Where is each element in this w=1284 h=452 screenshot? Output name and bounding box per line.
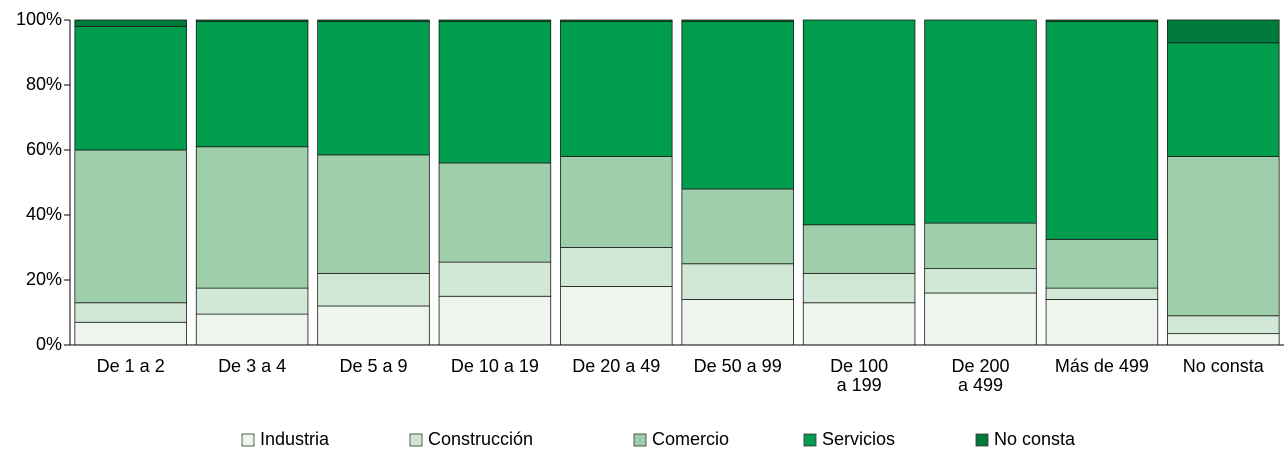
bar-segment <box>1045 19 1159 23</box>
bar-segment <box>924 292 1037 346</box>
legend-swatch <box>409 433 423 447</box>
bar-segment <box>438 261 552 297</box>
bar-segment <box>1167 42 1280 157</box>
y-tick-label: 60% <box>26 139 62 159</box>
bar-segment <box>802 19 916 226</box>
y-tick-label: 80% <box>26 74 62 94</box>
bar-segment <box>1167 333 1280 346</box>
legend-label: Construcción <box>428 429 533 449</box>
bar-segment <box>924 222 1037 270</box>
bar-segment <box>681 19 794 23</box>
bar-segment <box>317 21 430 156</box>
legend-swatch <box>975 433 989 447</box>
bar-segment <box>1045 238 1159 289</box>
bar-segment <box>802 224 916 274</box>
bar-segment <box>438 21 552 164</box>
bar-segment <box>681 299 794 346</box>
bar-segment <box>438 19 552 23</box>
bar-segment <box>1167 19 1280 44</box>
bar-segment <box>438 162 552 263</box>
bar-segment <box>560 156 673 248</box>
bar-segment <box>317 305 430 346</box>
x-tick-label: De 1 a 2 <box>96 356 165 376</box>
bar-segment <box>924 19 1037 224</box>
bar-segment <box>681 21 794 190</box>
x-tick-label: De 100 a 199 <box>830 356 889 395</box>
bar-segment <box>560 19 673 23</box>
bar-segment <box>802 273 916 304</box>
bar-segment <box>1045 287 1159 300</box>
bar-segment <box>195 21 309 148</box>
bar-segment <box>681 188 794 265</box>
x-tick-label: De 10 a 19 <box>450 356 539 376</box>
bar-segment <box>560 21 673 157</box>
bar-segment <box>74 26 187 151</box>
bar-segment <box>1045 299 1159 346</box>
bar-segment <box>74 19 187 27</box>
bar-segment <box>317 19 430 23</box>
legend-swatch <box>803 433 817 447</box>
y-tick-label: 20% <box>26 269 62 289</box>
bar-segment <box>1045 21 1159 240</box>
bar-segment <box>195 19 309 23</box>
legend-swatch <box>241 433 255 447</box>
y-tick-label: 100% <box>16 9 62 29</box>
bar-segment <box>195 287 309 315</box>
bar-segment <box>438 295 552 346</box>
x-tick-label: De 3 a 4 <box>218 356 287 376</box>
legend-label: Comercio <box>652 429 729 449</box>
bar-segment <box>74 149 187 304</box>
legend-swatch <box>633 433 647 447</box>
bar-segment <box>195 146 309 289</box>
x-tick-label: De 200 a 499 <box>951 356 1010 395</box>
legend-label: Servicios <box>822 429 895 449</box>
bar-segment <box>681 263 794 300</box>
bar-segment <box>1167 156 1280 317</box>
bar-segment <box>1167 315 1280 335</box>
bar-segment <box>317 273 430 307</box>
x-tick-label: De 50 a 99 <box>693 356 782 376</box>
bar-segment <box>74 302 187 323</box>
bar-segment <box>317 154 430 274</box>
legend-label: No consta <box>994 429 1076 449</box>
bar-segment <box>924 268 1037 294</box>
y-tick-label: 40% <box>26 204 62 224</box>
bar-segment <box>195 313 309 346</box>
x-tick-label: No consta <box>1182 356 1264 376</box>
bar-segment <box>560 247 673 287</box>
x-tick-label: Más de 499 <box>1054 356 1149 376</box>
bar-segment <box>74 321 187 346</box>
x-tick-label: De 20 a 49 <box>572 356 661 376</box>
x-tick-label: De 5 a 9 <box>339 356 408 376</box>
bar-segment <box>802 302 916 346</box>
bar-segment <box>560 286 673 346</box>
legend-label: Industria <box>260 429 330 449</box>
y-tick-label: 0% <box>36 334 62 354</box>
